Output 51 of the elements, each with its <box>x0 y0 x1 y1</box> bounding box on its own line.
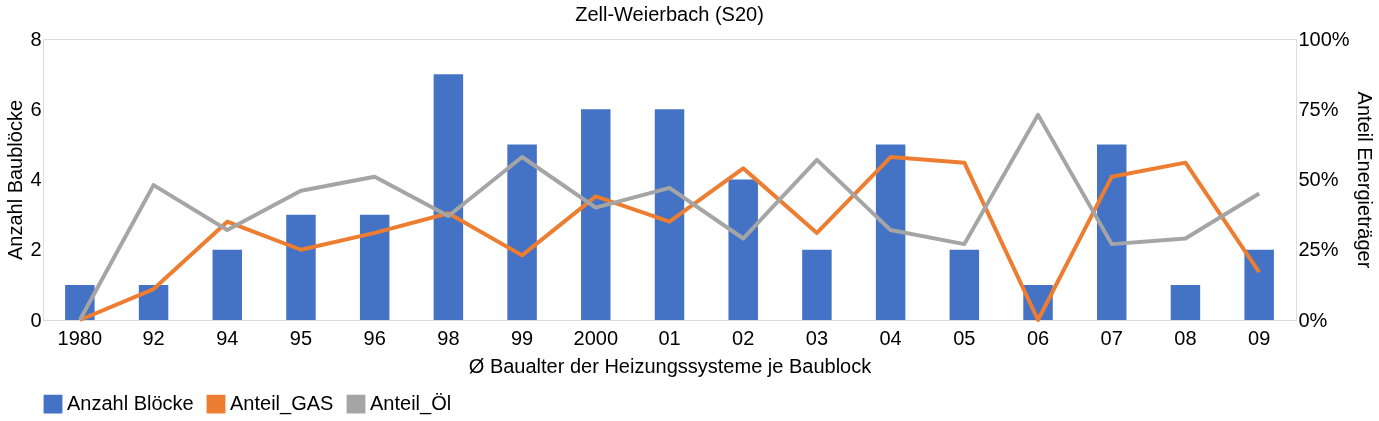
y-tick-label: 0 <box>30 308 42 331</box>
bar <box>433 74 464 320</box>
bar <box>875 144 906 320</box>
x-tick-label: 2000 <box>573 326 619 349</box>
x-tick-label: 99 <box>510 326 534 349</box>
x-tick-label: 09 <box>1248 326 1271 349</box>
bar <box>1244 249 1274 320</box>
y2-tick-label: 0% <box>1298 308 1328 331</box>
y-tick-label: 6 <box>30 97 42 120</box>
y-tick-label: 4 <box>30 168 42 190</box>
chart-title: Zell-Weierbach (S20) <box>575 3 764 25</box>
x-tick-label: 04 <box>879 326 902 349</box>
y2-tick-label: 75% <box>1298 97 1339 120</box>
x-tick-label: 1980 <box>57 326 103 349</box>
x-axis-title: Ø Baualter der Heizungssysteme je Baublock <box>468 354 873 377</box>
x-tick-label: 03 <box>805 326 829 349</box>
y2-tick-label: 50% <box>1298 168 1339 190</box>
bar <box>286 214 316 320</box>
x-tick-label: 96 <box>363 326 386 349</box>
bar <box>359 214 390 320</box>
bar <box>802 249 832 320</box>
y2-axis-title: Anteil Energieträger <box>1353 91 1376 269</box>
bar <box>728 179 758 320</box>
x-tick-label: 98 <box>437 326 460 349</box>
x-tick-label: 01 <box>658 326 681 349</box>
x-tick-label: 08 <box>1174 326 1197 349</box>
bar <box>1170 284 1201 320</box>
x-tick-label: 02 <box>732 326 755 349</box>
x-tick-label: 05 <box>953 326 976 349</box>
bar <box>138 284 169 320</box>
line-series <box>77 112 1262 322</box>
x-tick-label: 94 <box>216 326 239 349</box>
bar <box>949 249 980 320</box>
bar <box>507 144 537 320</box>
x-tick-label: 06 <box>1026 326 1050 349</box>
bar <box>581 109 611 320</box>
x-tick-label: 92 <box>142 326 165 349</box>
y2-tick-label: 100% <box>1298 27 1350 50</box>
legend-label: Anzahl Blöcke <box>67 392 194 415</box>
x-tick-label: 95 <box>289 326 313 349</box>
bar <box>212 249 243 320</box>
x-tick-label: 07 <box>1100 326 1123 349</box>
y2-tick-label: 25% <box>1298 238 1339 261</box>
bar <box>654 109 685 320</box>
y-axis-title: Anzahl Baublöcke <box>4 99 27 261</box>
legend-label: Anteil_Öl <box>370 392 452 416</box>
y-tick-label: 8 <box>30 27 42 50</box>
y-tick-label: 2 <box>30 238 42 261</box>
legend-label: Anteil_GAS <box>230 392 334 416</box>
line-series <box>77 155 1262 322</box>
bar <box>1096 144 1127 320</box>
